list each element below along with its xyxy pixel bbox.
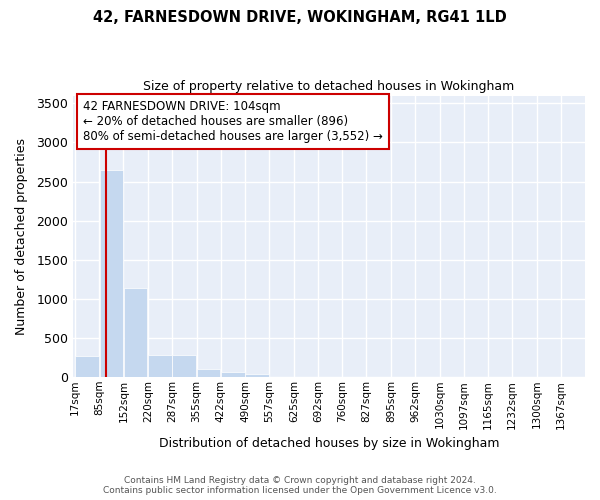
Bar	[124, 288, 148, 377]
Text: 42 FARNESDOWN DRIVE: 104sqm
← 20% of detached houses are smaller (896)
80% of se: 42 FARNESDOWN DRIVE: 104sqm ← 20% of det…	[83, 100, 383, 143]
Bar	[172, 355, 196, 377]
X-axis label: Distribution of detached houses by size in Wokingham: Distribution of detached houses by size …	[159, 437, 499, 450]
Text: Contains HM Land Registry data © Crown copyright and database right 2024.
Contai: Contains HM Land Registry data © Crown c…	[103, 476, 497, 495]
Bar	[100, 170, 123, 377]
Text: 42, FARNESDOWN DRIVE, WOKINGHAM, RG41 1LD: 42, FARNESDOWN DRIVE, WOKINGHAM, RG41 1L…	[93, 10, 507, 25]
Bar	[148, 355, 172, 377]
Y-axis label: Number of detached properties: Number of detached properties	[15, 138, 28, 335]
Bar	[197, 370, 220, 377]
Bar	[245, 374, 269, 377]
Bar	[75, 356, 99, 377]
Title: Size of property relative to detached houses in Wokingham: Size of property relative to detached ho…	[143, 80, 515, 93]
Bar	[221, 372, 245, 377]
